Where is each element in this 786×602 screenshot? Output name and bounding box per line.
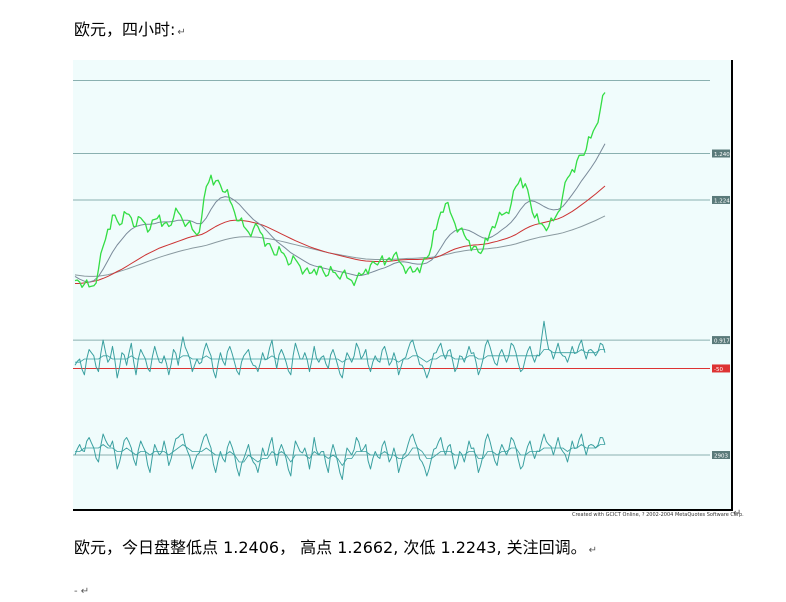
summary-text: 欧元，今日盘整低点 1.2406， 高点 1.2662, 次低 1.2243, …: [74, 538, 587, 557]
summary-paragraph: 欧元，今日盘整低点 1.2406， 高点 1.2662, 次低 1.2243, …: [74, 538, 597, 561]
oscillator-1-level-tag-0: [712, 336, 730, 345]
chart-svg: 1.2406 1.2243 0.917 -50 2903: [73, 80, 731, 480]
oscillator-2-value-line: [74, 433, 606, 480]
price-ma-slow-line: [74, 215, 606, 277]
price-level-label-2: 1.2243: [714, 198, 731, 204]
chart-credit: Created with GCICT Online, ? 2002-2004 M…: [572, 512, 744, 518]
chart-frame: 1.2406 1.2243 0.917 -50 2903: [73, 60, 733, 511]
oscillator-2-level-tag-0: [712, 451, 730, 459]
price-line: [74, 92, 606, 288]
price-level-tag-2: [712, 195, 730, 204]
return-mark-icon: ↵: [177, 27, 186, 38]
price-ma-fast-line: [74, 143, 606, 283]
heading-text: 欧元，四小时:: [74, 20, 176, 39]
return-mark-icon: ↵: [733, 508, 742, 519]
price-ma-mid-line: [75, 185, 606, 284]
oscillator-2-signal-line: [75, 444, 605, 466]
price-level-label-1: 1.2406: [714, 152, 731, 158]
oscillator-2-level-label-0: 2903: [714, 454, 728, 460]
heading-paragraph: 欧元，四小时: ↵: [74, 20, 186, 43]
oscillator-1-level-tag-1: [712, 364, 730, 373]
price-level-tag-1: [712, 149, 730, 158]
oscillator-1-value-line: [74, 320, 606, 379]
oscillator-1-level-label-0: 0.917: [714, 339, 730, 345]
trailing-paragraph: - ↵: [74, 586, 90, 597]
oscillator-1-level-label-1: -50: [714, 367, 723, 373]
return-mark-icon: ↵: [588, 545, 598, 556]
